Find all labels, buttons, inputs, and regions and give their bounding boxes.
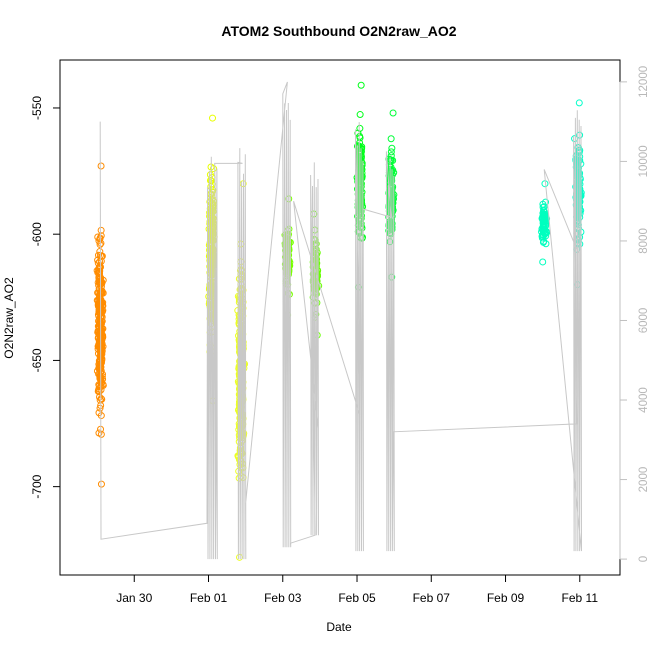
y2-axis: 0 2000 4000 6000 8000 10000 12000	[619, 66, 650, 562]
x-tick-label: Feb 11	[562, 591, 599, 605]
data-point	[96, 304, 104, 312]
data-point	[541, 210, 549, 218]
y-tick-label: -550	[30, 96, 44, 120]
data-point	[95, 429, 103, 437]
data-point	[97, 226, 105, 234]
data-point	[97, 412, 105, 420]
data-point	[98, 350, 106, 358]
x-tick-label: Feb 07	[413, 591, 451, 605]
data-point	[209, 114, 217, 122]
y2-tick-label: 12000	[638, 66, 650, 98]
data-point	[95, 385, 103, 393]
y2-tick-label: 4000	[638, 387, 650, 413]
x-tick-label: Feb 01	[190, 591, 228, 605]
chart-title: ATOM2 Southbound O2N2raw_AO2	[221, 23, 456, 39]
data-point	[95, 268, 103, 276]
y2-tick-label: 6000	[638, 308, 650, 334]
y-tick-label: -650	[30, 348, 44, 372]
data-point	[387, 148, 395, 156]
data-point	[95, 337, 103, 345]
data-point	[356, 111, 364, 119]
y2-tick-label: 2000	[638, 467, 650, 493]
data-point	[99, 325, 107, 333]
data-point	[94, 302, 102, 310]
data-point	[97, 318, 105, 326]
data-point	[94, 265, 102, 273]
data-point	[95, 370, 103, 378]
data-point	[356, 124, 364, 132]
plot-frame	[59, 59, 621, 576]
data-point	[575, 99, 583, 107]
data-point	[96, 396, 104, 404]
secondary-series-line	[99, 81, 582, 560]
y-axis: -550 -600 -650 -700	[30, 96, 60, 499]
x-tick-label: Feb 05	[338, 591, 376, 605]
secondary-line-layer	[99, 81, 582, 560]
x-tick-label: Feb 09	[487, 591, 525, 605]
data-point	[97, 280, 105, 288]
data-point	[98, 279, 106, 287]
y2-tick-label: 10000	[638, 145, 650, 177]
data-point	[97, 162, 105, 170]
x-axis: Jan 30 Feb 01 Feb 03 Feb 05 Feb 07 Feb 09 Feb …	[116, 574, 599, 605]
x-tick-label: Jan 30	[116, 591, 152, 605]
data-point	[540, 207, 548, 215]
y-tick-label: -600	[30, 222, 44, 246]
data-point	[539, 258, 547, 266]
data-point	[96, 267, 104, 275]
data-point	[96, 404, 104, 412]
data-point	[96, 248, 104, 256]
data-point	[357, 81, 365, 89]
data-point	[539, 200, 547, 208]
data-point	[387, 135, 395, 143]
data-point	[94, 251, 102, 259]
data-point	[98, 354, 106, 362]
x-axis-label: Date	[326, 620, 352, 634]
data-point	[96, 258, 104, 266]
y2-tick-label: 0	[638, 556, 650, 562]
data-point	[97, 239, 105, 247]
points-layer	[93, 81, 585, 561]
data-point	[539, 238, 547, 246]
data-point	[97, 232, 105, 240]
data-point	[97, 335, 105, 343]
point-cluster	[538, 180, 551, 266]
data-point	[388, 144, 396, 152]
x-tick-label: Feb 03	[264, 591, 302, 605]
y-tick-label: -700	[30, 474, 44, 498]
data-point	[97, 480, 105, 488]
y2-tick-label: 8000	[638, 228, 650, 254]
data-point	[541, 229, 549, 237]
y-axis-label: O2N2raw_AO2	[2, 277, 16, 359]
data-point	[389, 109, 397, 117]
